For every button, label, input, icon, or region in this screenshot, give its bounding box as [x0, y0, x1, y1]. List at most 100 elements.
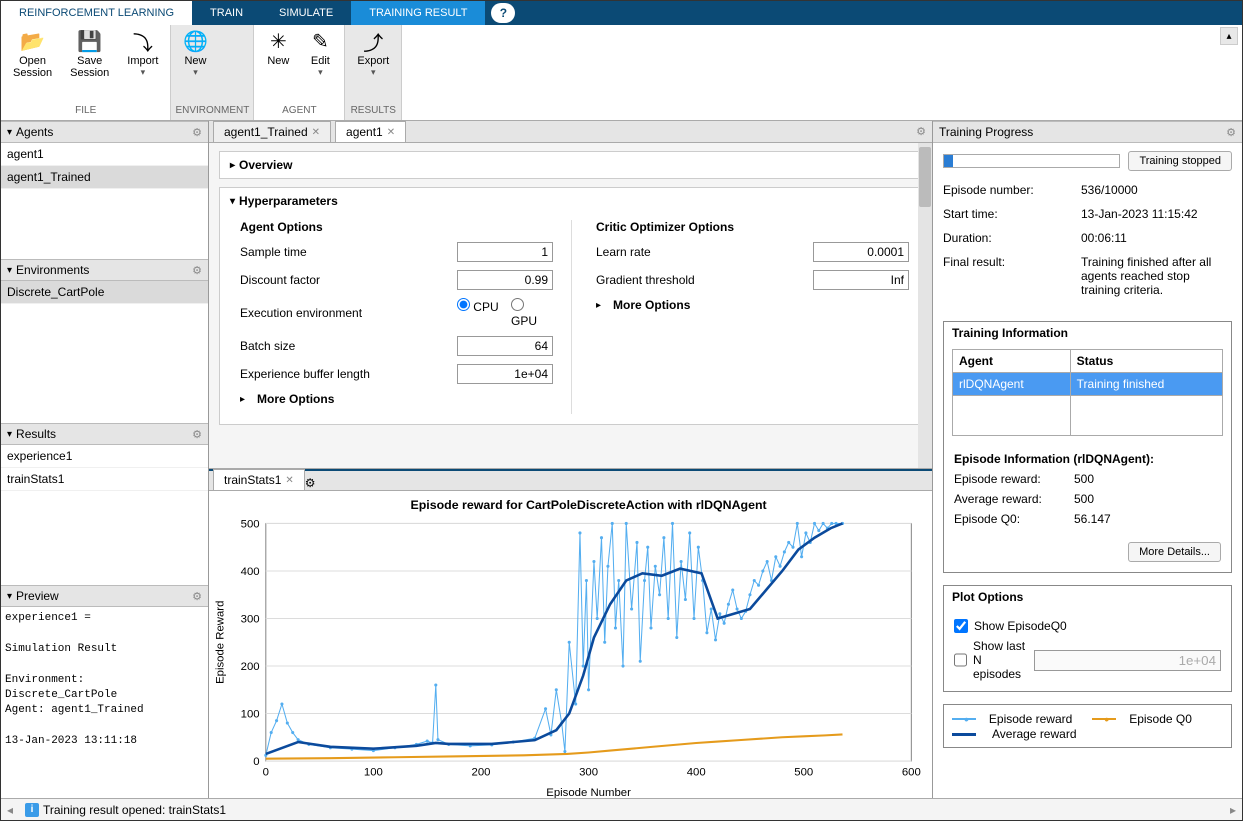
- scroll-left-button[interactable]: ◂: [1, 803, 19, 817]
- legend-episode-q0: Episode Q0: [1129, 712, 1192, 726]
- grad-thresh-input[interactable]: [813, 270, 909, 290]
- tab-simulate[interactable]: SIMULATE: [261, 1, 351, 25]
- overview-section-header[interactable]: ▸ Overview: [220, 152, 921, 178]
- scrollbar[interactable]: [918, 143, 932, 468]
- svg-text:100: 100: [241, 709, 260, 721]
- preview-panel-header[interactable]: ▾Preview⚙: [1, 585, 208, 607]
- open-session-button[interactable]: 📂Open Session: [5, 27, 60, 103]
- average-reward-value: 500: [1074, 492, 1094, 506]
- tab-training-result[interactable]: TRAINING RESULT: [351, 1, 485, 25]
- chart: 01002003004005000100200300400500600Episo…: [209, 491, 932, 798]
- episode-q0-label: Episode Q0:: [954, 512, 1074, 526]
- tab-train[interactable]: TRAIN: [192, 1, 261, 25]
- new-environment-button[interactable]: 🌐 New▾: [175, 27, 215, 103]
- status-bar: ◂ i Training result opened: trainStats1 ▸: [1, 798, 1242, 820]
- legend-episode-reward: Episode reward: [989, 712, 1072, 726]
- svg-text:300: 300: [241, 614, 260, 626]
- plot-options-title: Plot Options: [944, 586, 1231, 609]
- dropdown-icon: ▾: [141, 67, 146, 78]
- info-icon: i: [25, 803, 39, 817]
- training-info-row[interactable]: rlDQNAgentTraining finished: [953, 373, 1223, 396]
- sample-time-label: Sample time: [240, 245, 445, 259]
- discount-input[interactable]: [457, 270, 553, 290]
- doc-tab[interactable]: agent1✕: [335, 121, 406, 142]
- results-group-label: RESULTS: [349, 103, 397, 118]
- env-list-item[interactable]: Discrete_CartPole: [1, 281, 208, 304]
- training-progress-header[interactable]: Training Progress⚙: [933, 121, 1242, 143]
- export-button[interactable]: ⤴Export▾: [349, 27, 397, 103]
- agents-panel-header[interactable]: ▾ Agents ⚙: [1, 121, 208, 143]
- tab-reinforcement-learning[interactable]: REINFORCEMENT LEARNING: [1, 1, 192, 25]
- status-text: Training result opened: trainStats1: [43, 803, 226, 817]
- gear-icon[interactable]: ⚙: [192, 264, 202, 277]
- gear-icon[interactable]: ⚙: [192, 590, 202, 603]
- svg-text:400: 400: [241, 566, 260, 578]
- episode-reward-label: Episode reward:: [954, 472, 1074, 486]
- buffer-label: Experience buffer length: [240, 367, 445, 381]
- svg-text:0: 0: [263, 766, 269, 778]
- gear-icon[interactable]: ⚙: [192, 428, 202, 441]
- chart-tab-label: trainStats1: [224, 473, 281, 487]
- gear-icon[interactable]: ⚙: [305, 476, 316, 490]
- sample-time-input[interactable]: [457, 242, 553, 262]
- discount-label: Discount factor: [240, 273, 445, 287]
- training-stopped-button[interactable]: Training stopped: [1128, 151, 1232, 171]
- agent-list-item[interactable]: agent1: [1, 143, 208, 166]
- more-options-critic[interactable]: ▸ More Options: [596, 298, 909, 312]
- agent-list-item[interactable]: agent1_Trained: [1, 166, 208, 189]
- collapse-icon: ▾: [7, 127, 12, 138]
- close-icon[interactable]: ✕: [285, 475, 293, 486]
- last-n-input: [1034, 650, 1221, 671]
- environments-panel-header[interactable]: ▾Environments⚙: [1, 259, 208, 281]
- agent-header: Agent: [953, 350, 1071, 373]
- doc-tab[interactable]: agent1_Trained✕: [213, 121, 331, 142]
- batch-input[interactable]: [457, 336, 553, 356]
- more-details-button[interactable]: More Details...: [1128, 542, 1221, 562]
- edit-agent-label: Edit: [311, 55, 330, 67]
- buffer-input[interactable]: [457, 364, 553, 384]
- episode-info-title: Episode Information (rlDQNAgent):: [954, 452, 1221, 466]
- ribbon-collapse-button[interactable]: ▴: [1220, 27, 1238, 45]
- svg-text:200: 200: [472, 766, 491, 778]
- svg-text:300: 300: [579, 766, 598, 778]
- globe-icon: 🌐: [183, 29, 207, 53]
- scroll-right-button[interactable]: ▸: [1224, 803, 1242, 817]
- svg-text:Episode reward for CartPoleDis: Episode reward for CartPoleDiscreteActio…: [410, 498, 766, 512]
- new-agent-label: New: [267, 55, 289, 67]
- results-panel-header[interactable]: ▾Results⚙: [1, 423, 208, 445]
- edit-agent-button[interactable]: ✎Edit▾: [300, 27, 340, 103]
- hyperparameters-section-header[interactable]: ▾Hyperparameters: [220, 188, 921, 214]
- exec-env-label: Execution environment: [240, 306, 445, 320]
- gpu-radio[interactable]: GPU: [511, 298, 553, 328]
- import-button[interactable]: ⤵Import▾: [119, 27, 166, 103]
- result-list-item[interactable]: experience1: [1, 445, 208, 468]
- cpu-radio[interactable]: CPU: [457, 298, 499, 328]
- learn-rate-input[interactable]: [813, 242, 909, 262]
- gear-icon[interactable]: ⚙: [916, 125, 926, 138]
- show-q0-checkbox[interactable]: [954, 619, 968, 633]
- save-session-button[interactable]: 💾Save Session: [62, 27, 117, 103]
- close-icon[interactable]: ✕: [312, 127, 320, 138]
- expand-icon: ▸: [230, 160, 235, 171]
- more-options-agent[interactable]: ▸ More Options: [240, 392, 553, 406]
- agents-title: Agents: [16, 125, 53, 139]
- result-list-item[interactable]: trainStats1: [1, 468, 208, 491]
- gear-icon[interactable]: ⚙: [192, 126, 202, 139]
- start-time-label: Start time:: [943, 207, 1071, 221]
- hyper-title: Hyperparameters: [239, 194, 338, 208]
- close-icon[interactable]: ✕: [387, 127, 395, 138]
- help-icon[interactable]: ?: [491, 3, 515, 23]
- new-env-label: New: [184, 55, 206, 67]
- import-label: Import: [127, 55, 158, 67]
- new-agent-button[interactable]: ✳New: [258, 27, 298, 103]
- overview-title: Overview: [239, 158, 292, 172]
- chart-tab[interactable]: trainStats1 ✕: [213, 469, 305, 490]
- results-title: Results: [16, 427, 56, 441]
- dropdown-icon: ▾: [371, 67, 376, 78]
- show-last-n-checkbox[interactable]: [954, 653, 967, 667]
- svg-text:Episode Reward: Episode Reward: [214, 601, 226, 684]
- show-q0-label: Show EpisodeQ0: [974, 619, 1067, 633]
- gear-icon[interactable]: ⚙: [1226, 126, 1236, 139]
- dropdown-icon: ▾: [193, 67, 198, 78]
- ribbon: 📂Open Session 💾Save Session ⤵Import▾ FIL…: [1, 25, 1242, 121]
